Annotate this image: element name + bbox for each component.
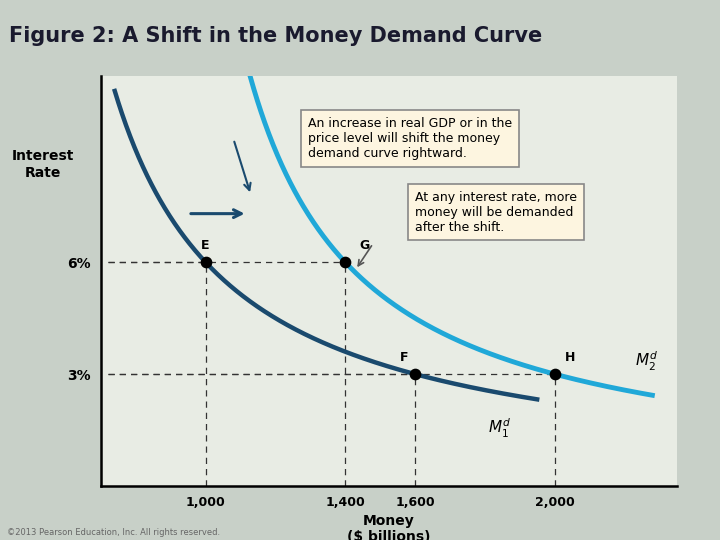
Text: Figure 2: A Shift in the Money Demand Curve: Figure 2: A Shift in the Money Demand Cu…: [9, 25, 542, 46]
Point: [339, 258, 351, 266]
Text: At any interest rate, more
money will be demanded
after the shift.: At any interest rate, more money will be…: [415, 191, 577, 233]
Text: ©2013 Pearson Education, Inc. All rights reserved.: ©2013 Pearson Education, Inc. All rights…: [7, 528, 220, 537]
Text: $M_1^d$: $M_1^d$: [488, 416, 511, 440]
Point: [549, 370, 560, 379]
Point: [199, 258, 211, 266]
Point: [409, 370, 420, 379]
X-axis label: Money
($ billions): Money ($ billions): [347, 514, 431, 540]
Text: F: F: [400, 350, 408, 363]
Text: E: E: [202, 239, 210, 252]
Text: G: G: [359, 239, 369, 252]
Text: $M_2^d$: $M_2^d$: [635, 349, 658, 373]
Text: An increase in real GDP or in the
price level will shift the money
demand curve : An increase in real GDP or in the price …: [308, 117, 513, 160]
Text: Interest
Rate: Interest Rate: [12, 150, 74, 180]
Text: H: H: [565, 350, 575, 363]
